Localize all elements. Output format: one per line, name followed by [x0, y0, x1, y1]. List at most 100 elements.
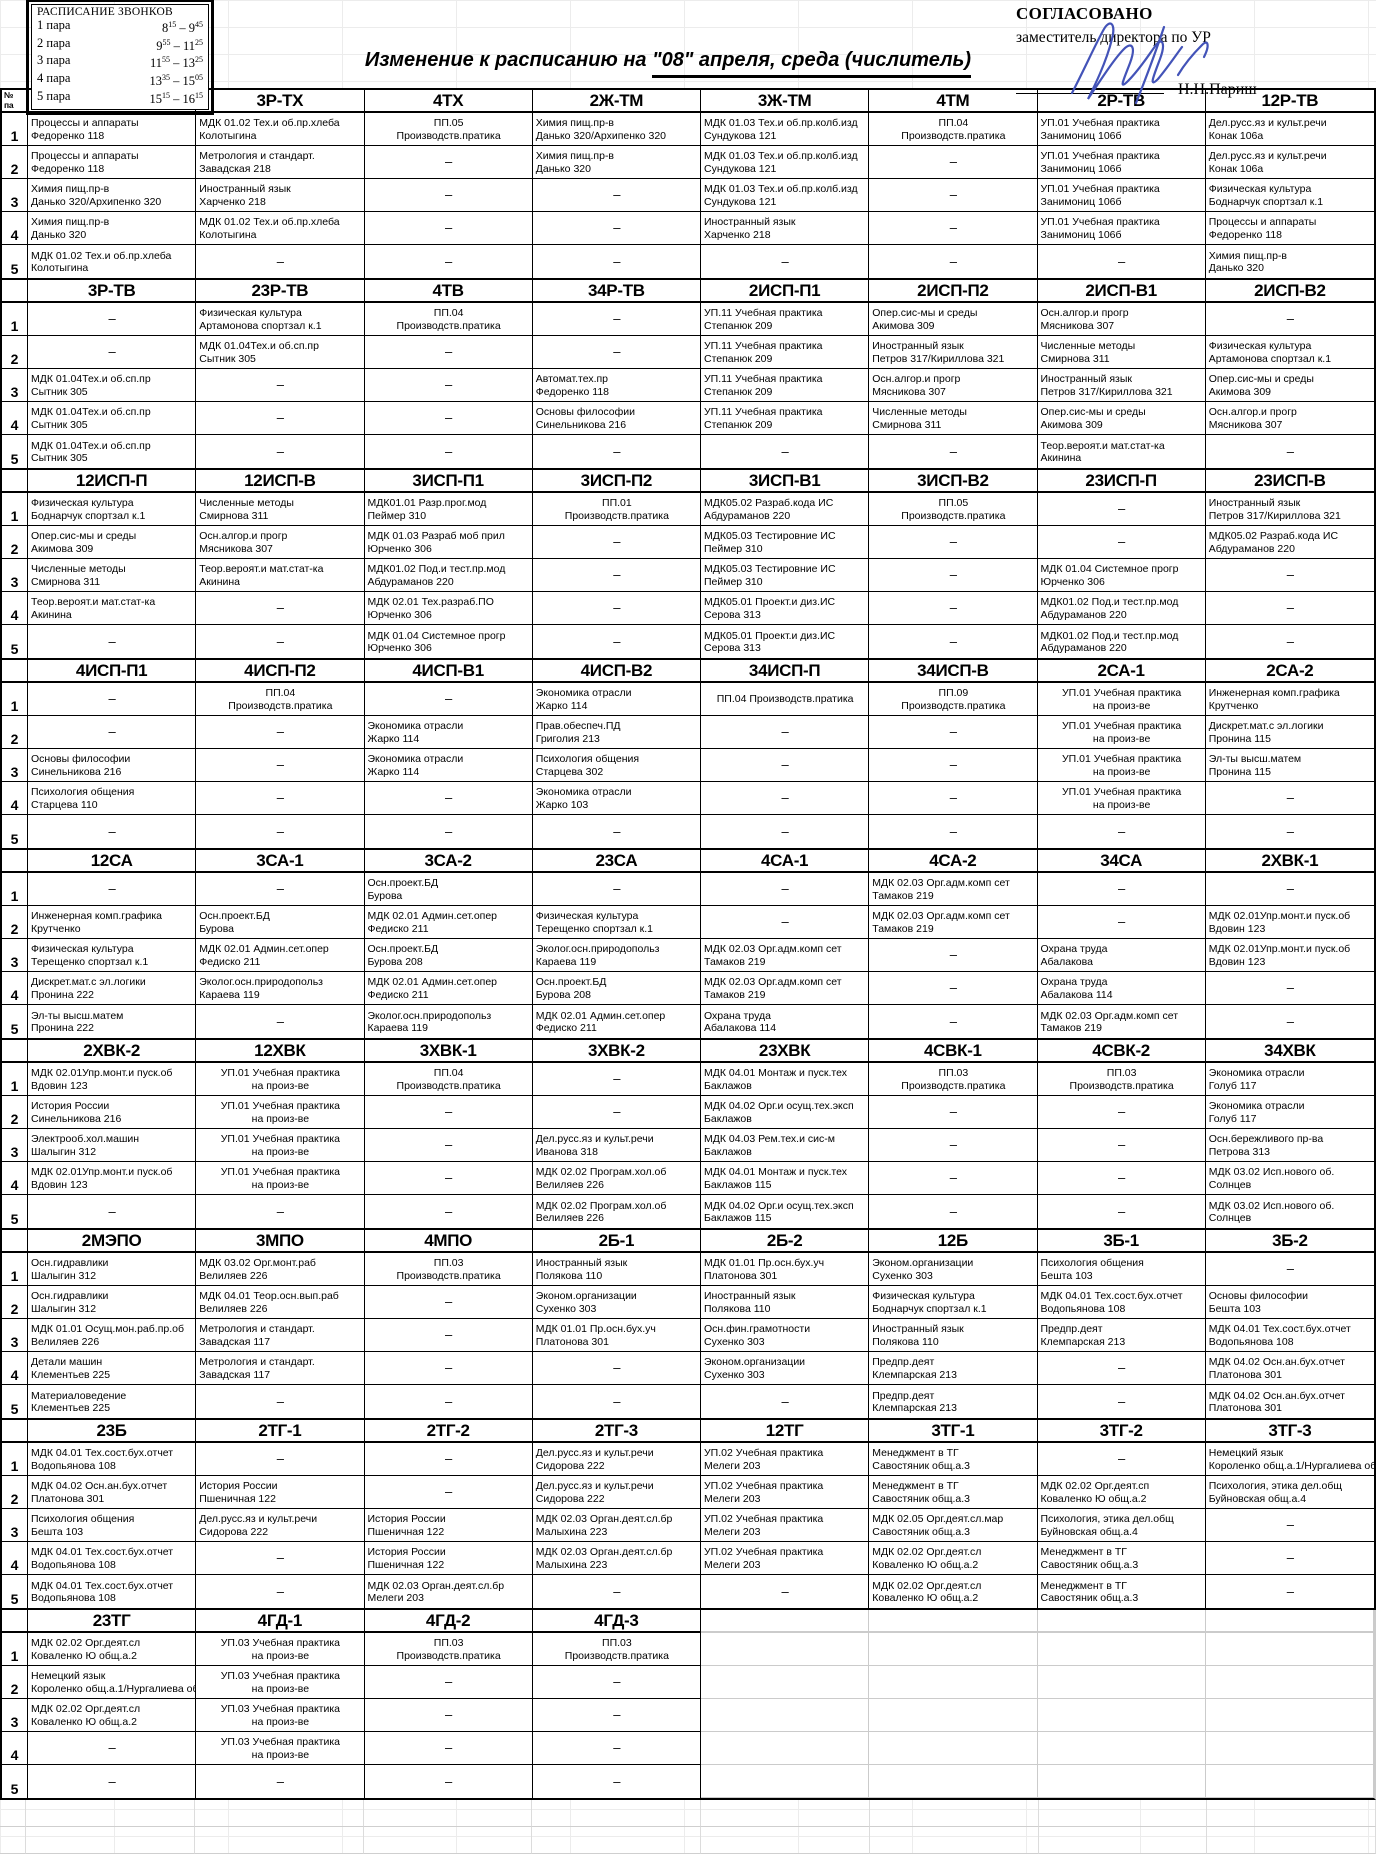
lesson-cell: Автомат.тех.пр Федоренко 118 — [532, 369, 701, 402]
lesson-subject: Осн.алгор.и прогр — [1208, 406, 1297, 418]
lesson-subject: Менеджмент в ТГ — [872, 1447, 959, 1459]
empty-grid-cell — [0, 1800, 26, 1827]
group-header: 3СА-1 — [196, 850, 365, 873]
schedule-block: 23Б 2ТГ-1 2ТГ-2 2ТГ-3 12ТГ 3ТГ-1 3ТГ-2 3ТГ-3 1 МД… — [0, 1420, 1376, 1610]
lesson-cell: МДК 04.01 Тех.сост.бух.отчет Водопьянова … — [28, 1575, 197, 1608]
no-lesson-cell: – — [1205, 1542, 1374, 1575]
lesson-teacher-room: Бешта 103 — [31, 1525, 84, 1538]
no-lesson-cell: – — [532, 336, 701, 369]
lesson-teacher-room: Степанюк 209 — [704, 319, 773, 332]
lesson-teacher-room: Жарко 114 — [367, 765, 420, 778]
lesson-teacher-room: Сытник 305 — [31, 418, 88, 431]
lesson-cell: МДК01.02 Под.и тест.пр.мод Абдураманов 22… — [1038, 625, 1206, 658]
lesson-subject: МДК 04.01 Тех.сост.бух.отчет — [1040, 1290, 1183, 1302]
group-header: 23Б — [28, 1420, 197, 1443]
no-lesson-cell: – — [533, 435, 701, 468]
lesson-subject: МДК 02.02 Програм.хол.об — [535, 1199, 667, 1212]
lesson-cell: УП.02 Учебная практика Мелеги 203 — [701, 1443, 870, 1476]
lesson-subject: МДК 01.03 Тех.и об.пр.колб.изд — [704, 150, 858, 162]
lesson-subject: МДК 01.03 Тех.и об.пр.колб.изд — [704, 117, 858, 129]
lesson-subject: МДК 03.02 Орг.монт.раб — [199, 1257, 316, 1269]
lesson-cell: МДК 02.05 Орг.деят.сл.мар Савостяник общ.… — [869, 1509, 1038, 1542]
lesson-cell: Осн.алгор.и прогр Мясникова 307 — [1205, 402, 1374, 435]
lesson-cell: Метрология и стандарт. Завадская 218 — [196, 146, 365, 179]
lesson-cell: Экономика отрасли Жарко 114 — [532, 683, 701, 716]
group-header: 2ИСП-В1 — [1037, 280, 1206, 303]
group-header: 3ИСП-П1 — [364, 470, 533, 493]
schedule-row: 1– Физическая культура Артамонова спортзал… — [2, 303, 1374, 336]
lesson-subject: Охрана труда — [1040, 943, 1108, 955]
lesson-subject: Дел.русс.яз и культ.речи — [535, 1447, 654, 1459]
lesson-subject: МДК 02.02 Орг.деят.сл — [31, 1703, 141, 1715]
no-lesson-cell: – — [869, 212, 1038, 245]
empty-grid-row — [0, 1800, 1376, 1827]
lesson-subject: Экономика отрасли — [367, 753, 464, 765]
group-header: 4МПО — [364, 1230, 533, 1253]
lesson-subject: Осн.гидравлики — [31, 1290, 109, 1302]
lesson-cell: МДК 02.03 Орган.деят.сл.бр Малыхина 223 — [532, 1509, 701, 1542]
lesson-subject: МДК 04.02 Осн.ан.бух.отчет — [31, 1480, 168, 1492]
lesson-subject: ПП.09 — [938, 687, 969, 699]
no-lesson-cell: – — [364, 1129, 533, 1162]
group-header: 3ИСП-В2 — [869, 470, 1038, 493]
lesson-cell: ПП.03 Производств.пратика — [364, 1253, 533, 1286]
bell-pair-time: 1335 – 1505 — [149, 72, 204, 89]
lesson-cell: Физическая культура Боднарчук спортзал к.… — [1205, 179, 1374, 212]
lesson-subject: Психология общения — [1040, 1257, 1144, 1269]
empty-cell — [701, 1699, 870, 1732]
lesson-teacher-room: Занимониц 106б — [1040, 162, 1122, 175]
lesson-subject: Электрооб.хол.машин — [31, 1133, 140, 1145]
lesson-cell: Осн.гидравлики Шалыгин 312 — [28, 1286, 197, 1319]
lesson-subject: Численные методы — [199, 497, 294, 509]
pair-number: 3 — [2, 369, 28, 402]
no-lesson-cell: – — [701, 1575, 870, 1608]
lesson-cell: МДК 01.02 Тех.и об.пр.хлеба Колотыгина — [196, 113, 365, 146]
pair-number-header — [2, 1230, 28, 1253]
lesson-subject: Химия пищ.пр-в — [31, 183, 110, 195]
group-header-empty — [701, 1610, 870, 1633]
no-lesson-cell: – — [1037, 906, 1206, 939]
no-lesson-cell: – — [196, 873, 365, 906]
lesson-teacher-room: Боднарчук спортзал к.1 — [872, 1302, 987, 1315]
lesson-cell: Основы философии Бешта 103 — [1205, 1286, 1374, 1319]
lesson-subject: МДК 02.03 Орган.деят.сл.бр — [367, 1579, 505, 1592]
lesson-subject: Осн.алгор.и прогр — [872, 373, 961, 385]
lesson-cell: Охрана труда Абалакова — [1037, 939, 1206, 972]
group-header: 3Р-ТХ — [196, 90, 365, 113]
lesson-cell: МДК 04.02 Орг.и осущ.тех.эксп Баклажов 11… — [701, 1195, 870, 1228]
lesson-cell: Процессы и аппараты Федоренко 118 — [1205, 212, 1374, 245]
lesson-teacher-room: Савостяник общ.а.3 — [872, 1525, 971, 1538]
pair-number: 3 — [2, 179, 28, 212]
lesson-subject: ПП.03 — [938, 1067, 969, 1079]
no-lesson-cell: – — [701, 1385, 870, 1418]
group-header: 34ИСП-В — [869, 660, 1038, 683]
pair-number: 1 — [2, 303, 28, 336]
empty-grid-cell — [532, 1827, 701, 1854]
no-lesson-cell: – — [701, 906, 870, 939]
group-header: 12ТГ — [701, 1420, 870, 1443]
lesson-teacher-room: Смирнова 311 — [1040, 352, 1110, 365]
lesson-subject: МДК01.02 Под.и тест.пр.мод — [1040, 596, 1179, 608]
lesson-cell: МДК 02.03 Орг.адм.комп сет Тамаков 219 — [701, 972, 870, 1005]
lesson-cell: Опер.сис-мы и среды Акимова 309 — [1037, 402, 1206, 435]
lesson-teacher-room: Абдураманов 220 — [367, 575, 454, 588]
lesson-teacher-room: Смирнова 311 — [872, 418, 942, 431]
lesson-subject: Экономика отрасли — [367, 720, 464, 732]
no-lesson-cell: – — [364, 369, 533, 402]
lesson-subject: УП.01 Учебная практика — [1061, 786, 1182, 798]
group-header: 34ХВК — [1205, 1040, 1374, 1063]
no-lesson-cell: – — [532, 1666, 701, 1699]
group-header: 34Р-ТВ — [532, 280, 701, 303]
lesson-cell: ПП.05 Производств.пратика — [364, 113, 533, 146]
lesson-subject: МДК 02.01Упр.монт.и пуск.об — [1208, 910, 1351, 922]
lesson-teacher-room: Сундукова 121 — [704, 129, 777, 142]
lesson-teacher-room: Производств.пратика — [564, 509, 669, 522]
lesson-teacher-room: Пеймер 310 — [704, 542, 763, 555]
lesson-cell: Осн.проект.БД Бурова — [196, 906, 365, 939]
no-lesson-cell: – — [532, 559, 701, 592]
lesson-cell: Осн.гидравлики Шалыгин 312 — [28, 1253, 197, 1286]
lesson-subject: МДК 02.05 Орг.деят.сл.мар — [872, 1513, 1004, 1525]
lesson-subject: Дел.русс.яз и культ.речи — [1208, 150, 1327, 162]
lesson-subject: МДК 04.01 Монтаж и пуск.тех — [704, 1067, 847, 1079]
lesson-teacher-room: Производств.пратика — [396, 319, 501, 332]
